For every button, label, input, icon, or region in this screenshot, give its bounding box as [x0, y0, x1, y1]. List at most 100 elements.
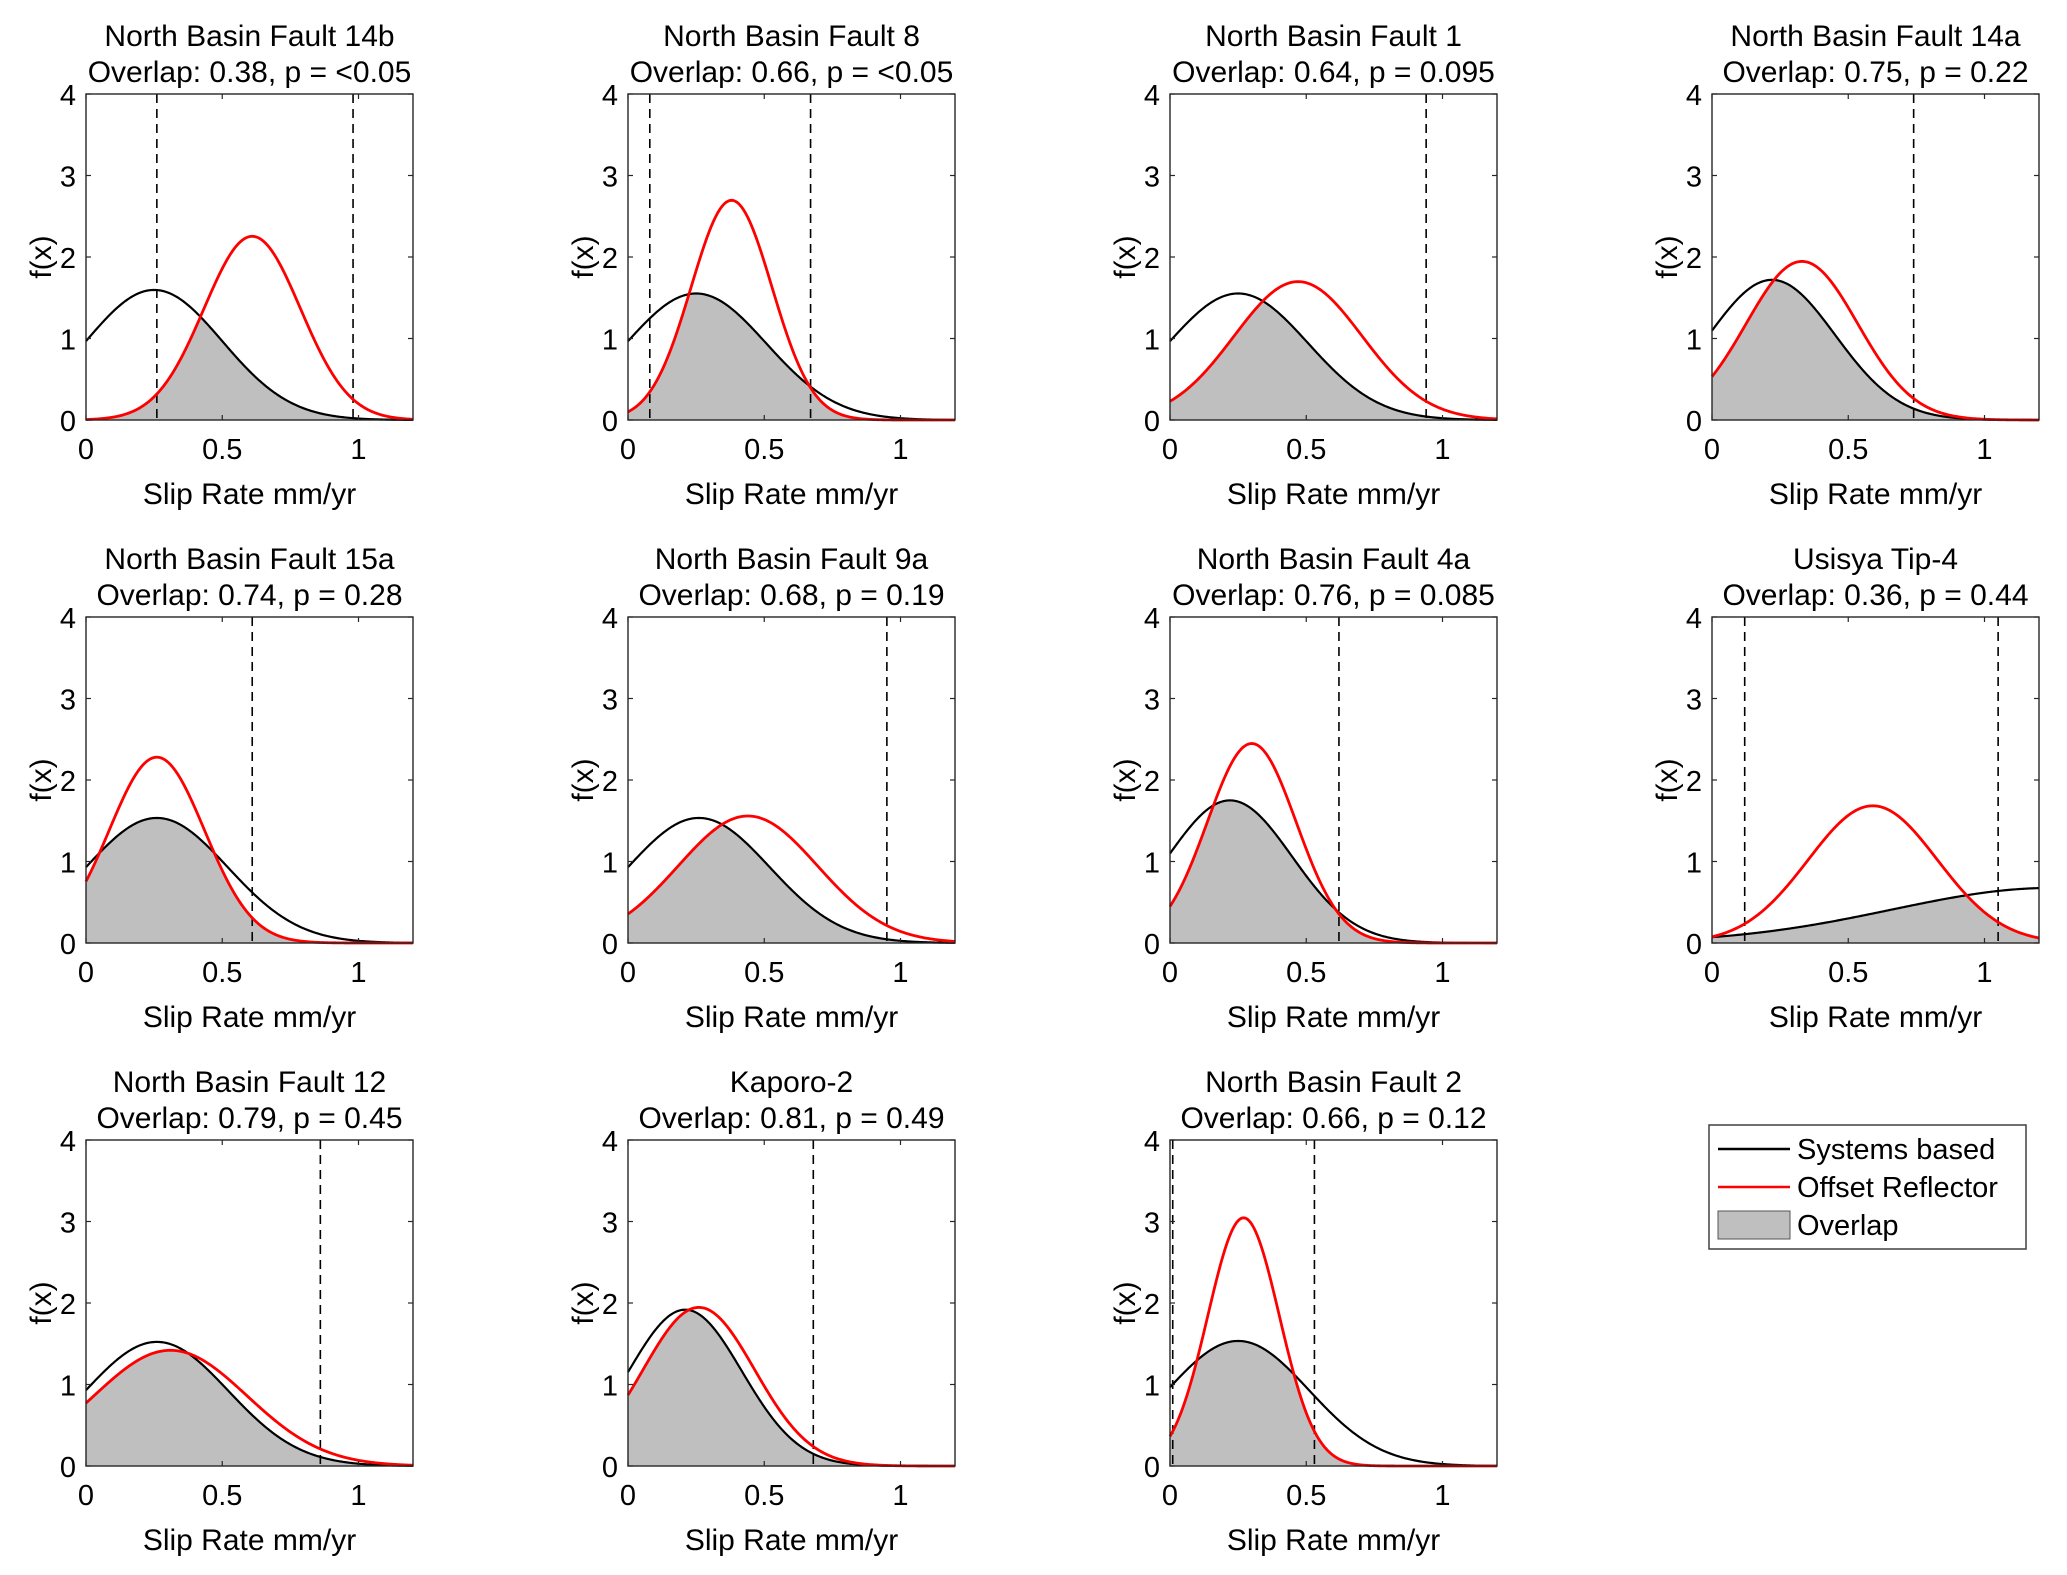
y-tick-label: 0	[60, 406, 76, 438]
x-tick-label: 0.5	[744, 957, 784, 989]
y-tick-label: 3	[60, 1208, 76, 1240]
panel-subtitle: Overlap: 0.36, p = 0.44	[1722, 579, 2028, 612]
overlap-area	[86, 316, 413, 420]
offset-reflector-curve	[627, 814, 956, 943]
x-tick-label: 0.5	[1286, 434, 1326, 466]
x-tick-label: 0	[620, 434, 636, 466]
y-tick-label: 2	[1144, 243, 1160, 275]
panel-subtitle: Overlap: 0.74, p = 0.28	[96, 579, 402, 612]
overlap-area	[1712, 895, 2039, 943]
y-axis-label: f(x)	[1651, 758, 1684, 801]
y-tick-label: 1	[1144, 1371, 1160, 1403]
x-tick-label: 0.5	[1828, 957, 1868, 989]
x-tick-label: 0.5	[202, 957, 242, 989]
y-axis-label: f(x)	[25, 758, 58, 801]
overlap-area	[1170, 1340, 1497, 1466]
x-tick-label: 0	[1704, 957, 1720, 989]
y-tick-label: 3	[602, 1208, 618, 1240]
y-tick-label: 0	[1144, 1452, 1160, 1484]
y-tick-label: 2	[1144, 1289, 1160, 1321]
panel-subtitle: Overlap: 0.81, p = 0.49	[638, 1102, 944, 1135]
panel-title: North Basin Fault 2	[1205, 1066, 1462, 1099]
x-tick-label: 1	[350, 1480, 366, 1512]
x-tick-label: 1	[1434, 1480, 1450, 1512]
systems-based-curve	[1711, 886, 2040, 939]
y-tick-label: 1	[1144, 325, 1160, 357]
x-tick-label: 0	[78, 434, 94, 466]
x-axis-label: Slip Rate mm/yr	[1769, 478, 1982, 511]
panel-title: Usisya Tip-4	[1793, 543, 1958, 576]
y-tick-label: 1	[60, 848, 76, 880]
overlap-area	[86, 817, 413, 943]
x-axis-label: Slip Rate mm/yr	[685, 478, 898, 511]
legend-label-systems-based: Systems based	[1797, 1134, 1995, 1166]
overlap-area	[1170, 800, 1497, 943]
x-axis-label: Slip Rate mm/yr	[1769, 1001, 1982, 1034]
x-tick-label: 1	[892, 1480, 908, 1512]
y-tick-label: 2	[60, 766, 76, 798]
y-tick-label: 0	[60, 929, 76, 961]
y-tick-label: 2	[60, 1289, 76, 1321]
y-tick-label: 3	[1144, 685, 1160, 717]
y-tick-label: 1	[60, 325, 76, 357]
y-tick-label: 0	[602, 1452, 618, 1484]
x-axis-label: Slip Rate mm/yr	[1227, 1001, 1440, 1034]
y-axis-label: f(x)	[567, 758, 600, 801]
x-tick-label: 0	[620, 1480, 636, 1512]
y-tick-label: 1	[1144, 848, 1160, 880]
x-tick-label: 0	[1162, 1480, 1178, 1512]
x-tick-label: 1	[350, 957, 366, 989]
offset-reflector-curve	[1169, 280, 1498, 421]
y-tick-label: 4	[602, 1126, 618, 1158]
y-tick-label: 4	[1144, 603, 1160, 635]
x-tick-label: 0.5	[202, 434, 242, 466]
y-tick-label: 4	[1144, 1126, 1160, 1158]
y-tick-label: 1	[1686, 325, 1702, 357]
panel-subtitle: Overlap: 0.66, p = 0.12	[1180, 1102, 1486, 1135]
y-tick-label: 3	[60, 162, 76, 194]
panel-subtitle: Overlap: 0.79, p = 0.45	[96, 1102, 402, 1135]
y-tick-label: 1	[602, 325, 618, 357]
panel-title: North Basin Fault 8	[663, 20, 920, 53]
x-tick-label: 0	[78, 957, 94, 989]
y-tick-label: 0	[1686, 406, 1702, 438]
panel-subtitle: Overlap: 0.68, p = 0.19	[638, 579, 944, 612]
offset-reflector-curve	[85, 1348, 414, 1467]
legend-label-overlap: Overlap	[1797, 1210, 1899, 1242]
x-tick-label: 0.5	[202, 1480, 242, 1512]
x-tick-label: 1	[1434, 434, 1450, 466]
y-axis-label: f(x)	[1109, 235, 1142, 278]
x-tick-label: 0.5	[744, 434, 784, 466]
y-tick-label: 1	[602, 848, 618, 880]
x-axis-label: Slip Rate mm/yr	[143, 1524, 356, 1557]
y-tick-label: 4	[1686, 80, 1702, 112]
y-axis-label: f(x)	[567, 1281, 600, 1324]
x-axis-label: Slip Rate mm/yr	[143, 478, 356, 511]
y-tick-label: 2	[1686, 766, 1702, 798]
y-tick-label: 4	[60, 80, 76, 112]
x-tick-label: 1	[1976, 957, 1992, 989]
panel-subtitle: Overlap: 0.64, p = 0.095	[1172, 56, 1495, 89]
x-tick-label: 0.5	[1286, 1480, 1326, 1512]
y-tick-label: 0	[602, 929, 618, 961]
offset-reflector-curve	[85, 234, 414, 421]
y-tick-label: 3	[1686, 162, 1702, 194]
legend-label-offset-reflector: Offset Reflector	[1797, 1172, 1998, 1204]
panel-subtitle: Overlap: 0.75, p = 0.22	[1722, 56, 2028, 89]
x-axis-label: Slip Rate mm/yr	[1227, 1524, 1440, 1557]
y-tick-label: 2	[1686, 243, 1702, 275]
y-axis-label: f(x)	[1651, 235, 1684, 278]
overlap-area	[628, 293, 955, 420]
y-tick-label: 3	[1144, 1208, 1160, 1240]
y-tick-label: 2	[60, 243, 76, 275]
x-tick-label: 0.5	[1828, 434, 1868, 466]
y-tick-label: 0	[1144, 406, 1160, 438]
y-tick-label: 3	[602, 162, 618, 194]
